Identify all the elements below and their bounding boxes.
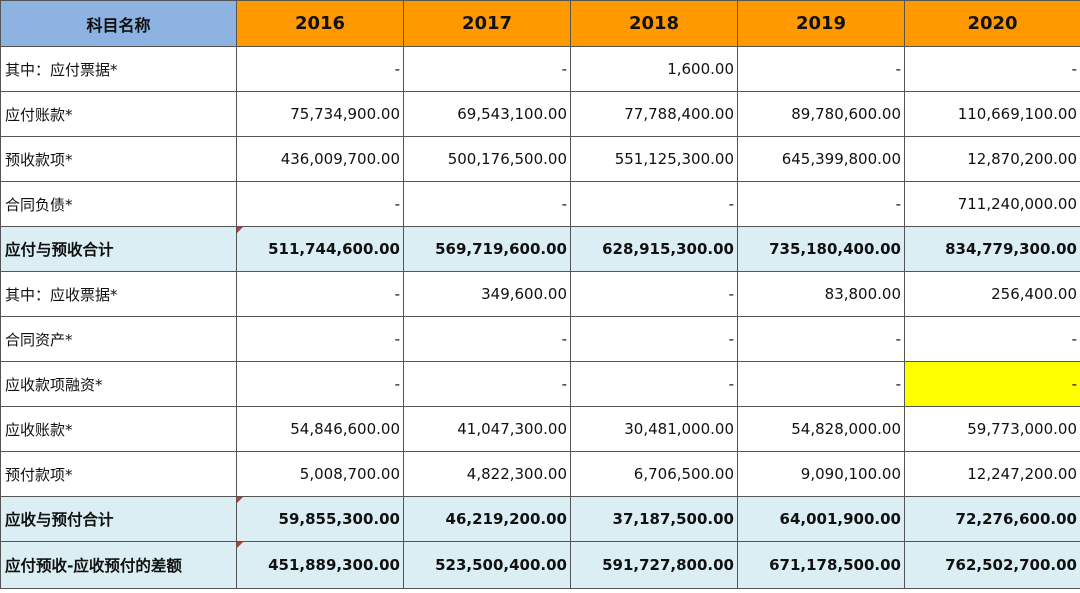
table-cell[interactable]: - xyxy=(236,361,404,407)
comment-marker xyxy=(237,542,243,548)
table-cell[interactable]: 77,788,400.00 xyxy=(570,91,738,137)
table-cell[interactable]: 72,276,600.00 xyxy=(904,496,1080,542)
row-label[interactable]: 其中：应付票据* xyxy=(0,46,237,92)
table-row: 合同负债* - - - - 711,240,000.00 xyxy=(0,181,1080,227)
table-cell[interactable]: 75,734,900.00 xyxy=(236,91,404,137)
table-row: 应收账款* 54,846,600.00 41,047,300.00 30,481… xyxy=(0,406,1080,452)
table-row: 应付账款* 75,734,900.00 69,543,100.00 77,788… xyxy=(0,91,1080,137)
table-cell[interactable]: - xyxy=(236,46,404,92)
table-cell[interactable]: 46,219,200.00 xyxy=(403,496,571,542)
table-row: 其中：应付票据* - - 1,600.00 - - xyxy=(0,46,1080,92)
table-cell[interactable]: 671,178,500.00 xyxy=(737,541,905,589)
row-label[interactable]: 应收与预付合计 xyxy=(0,496,237,542)
cell-value: 59,855,300.00 xyxy=(278,510,400,528)
row-label[interactable]: 预收款项* xyxy=(0,136,237,182)
table-cell[interactable]: 628,915,300.00 xyxy=(570,226,738,272)
table-cell[interactable]: - xyxy=(570,181,738,227)
total-row-difference: 应付预收-应收预付的差额 451,889,300.00 523,500,400.… xyxy=(0,541,1080,589)
table-cell[interactable]: 645,399,800.00 xyxy=(737,136,905,182)
table-cell[interactable]: 37,187,500.00 xyxy=(570,496,738,542)
table-row: 预收款项* 436,009,700.00 500,176,500.00 551,… xyxy=(0,136,1080,182)
column-header-year[interactable]: 2019 xyxy=(737,0,905,47)
row-label[interactable]: 合同负债* xyxy=(0,181,237,227)
table-cell[interactable]: 41,047,300.00 xyxy=(403,406,571,452)
table-cell[interactable]: 54,828,000.00 xyxy=(737,406,905,452)
row-label[interactable]: 应收账款* xyxy=(0,406,237,452)
table-cell[interactable]: - xyxy=(570,271,738,317)
table-cell[interactable]: 511,744,600.00 xyxy=(236,226,404,272)
table-cell[interactable]: - xyxy=(737,181,905,227)
table-cell[interactable]: 64,001,900.00 xyxy=(737,496,905,542)
table-cell[interactable]: 1,600.00 xyxy=(570,46,738,92)
table-cell[interactable]: 59,855,300.00 xyxy=(236,496,404,542)
table-cell[interactable]: 500,176,500.00 xyxy=(403,136,571,182)
table-cell[interactable]: 834,779,300.00 xyxy=(904,226,1080,272)
comment-marker xyxy=(237,497,243,503)
table-cell[interactable]: 12,870,200.00 xyxy=(904,136,1080,182)
table-cell[interactable]: 12,247,200.00 xyxy=(904,451,1080,497)
table-cell[interactable]: 9,090,100.00 xyxy=(737,451,905,497)
table-cell[interactable]: - xyxy=(904,316,1080,362)
table-cell[interactable]: 256,400.00 xyxy=(904,271,1080,317)
row-label[interactable]: 应收款项融资* xyxy=(0,361,237,407)
table-cell[interactable]: - xyxy=(403,46,571,92)
total-row-payables: 应付与预收合计 511,744,600.00 569,719,600.00 62… xyxy=(0,226,1080,272)
table-cell[interactable]: - xyxy=(570,316,738,362)
table-cell[interactable]: - xyxy=(236,271,404,317)
column-header-year[interactable]: 2016 xyxy=(236,0,404,47)
table-cell[interactable]: 4,822,300.00 xyxy=(403,451,571,497)
cell-value: 511,744,600.00 xyxy=(268,240,400,258)
table-cell[interactable]: 436,009,700.00 xyxy=(236,136,404,182)
table-cell[interactable]: 569,719,600.00 xyxy=(403,226,571,272)
table-row: 应收款项融资* - - - - - xyxy=(0,361,1080,407)
table-cell[interactable]: 6,706,500.00 xyxy=(570,451,738,497)
table-cell[interactable]: 711,240,000.00 xyxy=(904,181,1080,227)
comment-marker xyxy=(237,227,243,233)
table-cell[interactable]: 551,125,300.00 xyxy=(570,136,738,182)
table-cell[interactable]: - xyxy=(570,361,738,407)
table-cell[interactable]: 54,846,600.00 xyxy=(236,406,404,452)
cell-value: 451,889,300.00 xyxy=(268,556,400,574)
table-cell[interactable]: - xyxy=(737,46,905,92)
table-cell[interactable]: 735,180,400.00 xyxy=(737,226,905,272)
table-cell[interactable]: - xyxy=(403,181,571,227)
table-cell[interactable]: - xyxy=(403,316,571,362)
highlighted-cell[interactable]: - xyxy=(904,361,1080,407)
table-cell[interactable]: 110,669,100.00 xyxy=(904,91,1080,137)
table-row: 其中：应收票据* - 349,600.00 - 83,800.00 256,40… xyxy=(0,271,1080,317)
header-row: 科目名称 2016 2017 2018 2019 2020 xyxy=(0,0,1080,47)
table-cell[interactable]: - xyxy=(737,316,905,362)
column-header-name[interactable]: 科目名称 xyxy=(0,0,237,47)
table-cell[interactable]: 5,008,700.00 xyxy=(236,451,404,497)
row-label[interactable]: 预付款项* xyxy=(0,451,237,497)
table-cell[interactable]: 762,502,700.00 xyxy=(904,541,1080,589)
total-row-receivables: 应收与预付合计 59,855,300.00 46,219,200.00 37,1… xyxy=(0,496,1080,542)
row-label[interactable]: 应付与预收合计 xyxy=(0,226,237,272)
row-label[interactable]: 合同资产* xyxy=(0,316,237,362)
column-header-year[interactable]: 2018 xyxy=(570,0,738,47)
table-cell[interactable]: 523,500,400.00 xyxy=(403,541,571,589)
table-row: 合同资产* - - - - - xyxy=(0,316,1080,362)
table-cell[interactable]: 451,889,300.00 xyxy=(236,541,404,589)
table-cell[interactable]: - xyxy=(403,361,571,407)
table-cell[interactable]: 349,600.00 xyxy=(403,271,571,317)
table-row: 预付款项* 5,008,700.00 4,822,300.00 6,706,50… xyxy=(0,451,1080,497)
row-label[interactable]: 应付账款* xyxy=(0,91,237,137)
table-cell[interactable]: - xyxy=(236,181,404,227)
table-cell[interactable]: 89,780,600.00 xyxy=(737,91,905,137)
table-cell[interactable]: - xyxy=(737,361,905,407)
table-cell[interactable]: - xyxy=(236,316,404,362)
column-header-year[interactable]: 2020 xyxy=(904,0,1080,47)
table-cell[interactable]: 591,727,800.00 xyxy=(570,541,738,589)
table-cell[interactable]: - xyxy=(904,46,1080,92)
table-cell[interactable]: 59,773,000.00 xyxy=(904,406,1080,452)
table-cell[interactable]: 69,543,100.00 xyxy=(403,91,571,137)
table-cell[interactable]: 30,481,000.00 xyxy=(570,406,738,452)
row-label[interactable]: 应付预收-应收预付的差额 xyxy=(0,541,237,589)
column-header-year[interactable]: 2017 xyxy=(403,0,571,47)
table-cell[interactable]: 83,800.00 xyxy=(737,271,905,317)
row-label[interactable]: 其中：应收票据* xyxy=(0,271,237,317)
